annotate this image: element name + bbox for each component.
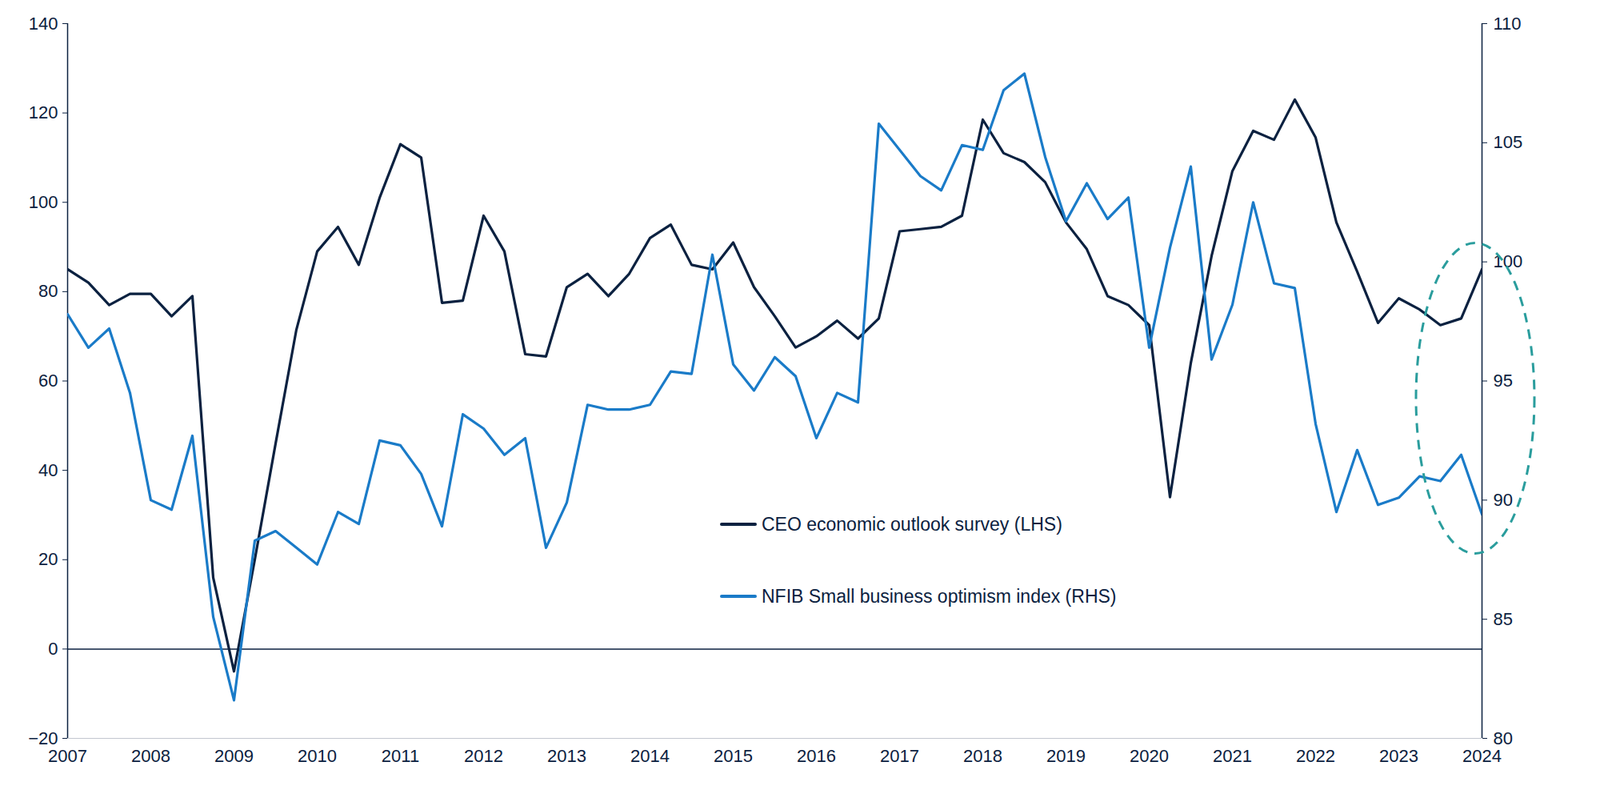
svg-text:2018: 2018 (963, 745, 1003, 766)
svg-text:90: 90 (1493, 489, 1513, 510)
svg-text:2020: 2020 (1129, 745, 1169, 766)
svg-text:2019: 2019 (1046, 745, 1086, 766)
svg-text:95: 95 (1493, 370, 1513, 391)
svg-text:40: 40 (38, 460, 58, 480)
svg-text:100: 100 (1493, 251, 1524, 272)
svg-text:2012: 2012 (464, 745, 504, 766)
svg-text:80: 80 (38, 280, 58, 301)
svg-text:140: 140 (28, 13, 59, 34)
svg-text:2013: 2013 (547, 745, 587, 766)
svg-text:2008: 2008 (131, 745, 171, 766)
svg-text:2015: 2015 (713, 745, 753, 766)
svg-text:120: 120 (28, 102, 59, 123)
svg-text:2007: 2007 (48, 745, 88, 766)
svg-text:2016: 2016 (796, 745, 836, 766)
svg-text:2009: 2009 (214, 745, 254, 766)
svg-text:2011: 2011 (381, 745, 420, 766)
svg-text:60: 60 (38, 370, 58, 391)
svg-text:80: 80 (1493, 728, 1513, 748)
svg-text:2022: 2022 (1296, 745, 1336, 766)
html-text:NFIB Small business optimism i: NFIB Small business optimism index (RHS) (761, 585, 1117, 606)
svg-text:2010: 2010 (297, 745, 337, 766)
svg-text:2017: 2017 (880, 745, 920, 766)
svg-text:110: 110 (1493, 13, 1522, 34)
svg-text:0: 0 (48, 638, 58, 659)
html-text:CEO economic outlook survey (L: CEO economic outlook survey (LHS) (761, 513, 1063, 534)
svg-text:100: 100 (28, 192, 59, 212)
svg-text:85: 85 (1493, 608, 1513, 629)
svg-text:105: 105 (1493, 132, 1524, 152)
svg-text:2024: 2024 (1462, 745, 1502, 766)
svg-text:−20: −20 (28, 728, 58, 748)
svg-text:2023: 2023 (1379, 745, 1419, 766)
svg-text:2014: 2014 (630, 745, 670, 766)
svg-text:2021: 2021 (1212, 745, 1252, 766)
svg-text:20: 20 (38, 548, 58, 569)
